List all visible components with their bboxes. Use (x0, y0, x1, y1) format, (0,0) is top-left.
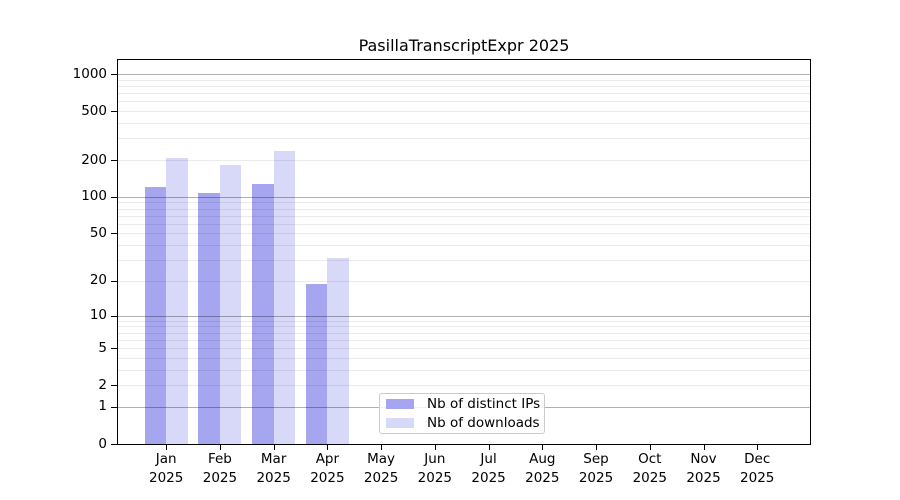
major-gridline (118, 315, 810, 317)
minor-gridline (118, 223, 810, 225)
minor-gridline (118, 123, 810, 125)
minor-gridline (118, 326, 810, 328)
x-axis-tick (381, 445, 382, 450)
minor-gridline (118, 348, 810, 350)
legend-item-distinct-ips: Nb of distinct IPs (386, 395, 544, 414)
x-axis-tick (274, 445, 275, 450)
minor-gridline (118, 369, 810, 371)
y-axis-tick-label: 1000 (72, 65, 107, 82)
x-axis-tick (704, 445, 705, 450)
x-axis-tick-label: Apr 2025 (310, 451, 345, 486)
y-axis-tick (111, 233, 117, 234)
minor-gridline (118, 233, 810, 235)
x-axis-tick-label: Feb 2025 (202, 451, 238, 486)
minor-gridline (118, 280, 810, 282)
y-axis-tick-label: 2 (98, 376, 107, 393)
x-axis-tick-label: Oct 2025 (632, 451, 667, 486)
minor-gridline (118, 208, 810, 210)
y-axis-tick-label: 500 (81, 102, 107, 119)
bar-jan-downloads (166, 158, 188, 444)
x-axis-tick-label: Jun 2025 (417, 451, 453, 486)
y-axis-tick (111, 74, 117, 75)
x-axis-tick-label: May 2025 (363, 451, 399, 486)
x-axis-tick-label: Mar 2025 (256, 451, 291, 486)
y-axis-tick-label: 50 (89, 224, 107, 241)
minor-gridline (118, 93, 810, 95)
bar-feb-distinct-ips (198, 192, 220, 444)
minor-gridline (118, 260, 810, 262)
y-axis-tick (111, 316, 117, 317)
legend-label-downloads: Nb of downloads (427, 415, 540, 431)
bar-jan-distinct-ips (144, 187, 167, 444)
minor-gridline (118, 245, 810, 247)
y-axis-tick (111, 348, 117, 349)
y-axis-tick (111, 111, 117, 112)
x-axis-tick (542, 445, 543, 450)
bar-mar-distinct-ips (252, 183, 274, 444)
x-axis-tick-label: Nov 2025 (686, 451, 721, 486)
y-axis-tick-label: 10 (89, 307, 107, 324)
y-axis-tick-label: 200 (81, 151, 107, 168)
y-axis-tick (111, 197, 117, 198)
x-axis-tick (489, 445, 490, 450)
x-axis-tick (596, 445, 597, 450)
minor-gridline (118, 320, 810, 322)
minor-gridline (118, 357, 810, 359)
minor-gridline (118, 160, 810, 162)
y-axis-tick-label: 0 (98, 435, 107, 452)
minor-gridline (118, 111, 810, 113)
minor-gridline (118, 202, 810, 204)
chart-title: PasillaTranscriptExpr 2025 (358, 36, 570, 55)
minor-gridline (118, 101, 810, 103)
minor-gridline (118, 85, 810, 87)
x-axis-tick-label: Sep 2025 (578, 451, 614, 486)
y-axis-tick (111, 385, 117, 386)
minor-gridline (118, 79, 810, 81)
y-axis-tick (111, 160, 117, 161)
x-axis-tick (220, 445, 221, 450)
x-axis-tick (166, 445, 167, 450)
y-axis-tick-label: 5 (98, 339, 107, 356)
x-axis-tick (757, 445, 758, 450)
y-axis-tick (111, 444, 117, 445)
major-gridline (118, 196, 810, 198)
minor-gridline (118, 385, 810, 387)
x-axis-tick-label: Aug 2025 (525, 451, 560, 486)
x-axis-tick-label: Jul 2025 (471, 451, 506, 486)
x-axis-tick-label: Dec 2025 (740, 451, 775, 486)
y-axis-tick-label: 100 (81, 188, 107, 205)
x-axis-tick (435, 445, 436, 450)
major-gridline (118, 74, 810, 76)
legend: Nb of distinct IPs Nb of downloads (379, 393, 545, 434)
legend-swatch-downloads (386, 418, 414, 428)
legend-item-downloads: Nb of downloads (386, 414, 544, 433)
minor-gridline (118, 215, 810, 217)
minor-gridline (118, 138, 810, 140)
x-axis-tick-label: Jan 2025 (149, 451, 184, 486)
x-axis-tick (327, 445, 328, 450)
y-axis-tick (111, 281, 117, 282)
bar-apr-distinct-ips (305, 283, 328, 444)
y-axis-tick (111, 407, 117, 408)
bar-mar-downloads (273, 150, 296, 444)
y-axis-tick-label: 20 (89, 272, 107, 289)
plot-area (117, 59, 811, 445)
bar-feb-downloads (219, 165, 242, 444)
x-axis-tick (650, 445, 651, 450)
bar-apr-downloads (327, 258, 349, 444)
legend-label-distinct-ips: Nb of distinct IPs (427, 396, 541, 412)
legend-swatch-distinct-ips (386, 399, 414, 409)
minor-gridline (118, 332, 810, 334)
minor-gridline (118, 339, 810, 341)
y-axis-tick-label: 1 (98, 398, 107, 415)
